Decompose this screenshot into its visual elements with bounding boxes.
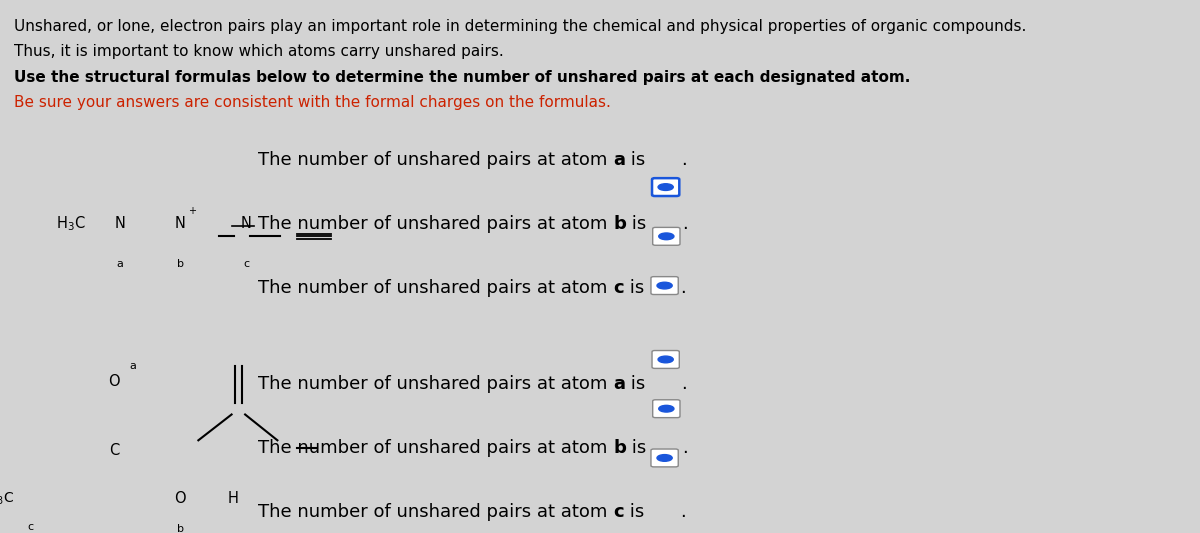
Text: Unshared, or lone, electron pairs play an important role in determining the chem: Unshared, or lone, electron pairs play a…: [14, 19, 1027, 34]
FancyBboxPatch shape: [650, 277, 678, 295]
Circle shape: [659, 233, 674, 240]
Text: The number of unshared pairs at atom: The number of unshared pairs at atom: [258, 279, 613, 297]
Text: .: .: [682, 151, 688, 169]
Text: c: c: [242, 259, 250, 269]
Text: c: c: [613, 279, 624, 297]
FancyBboxPatch shape: [653, 400, 680, 418]
Text: .: .: [683, 215, 688, 233]
Text: The number of unshared pairs at atom: The number of unshared pairs at atom: [258, 503, 613, 521]
Text: .: .: [683, 439, 688, 457]
Text: b: b: [613, 439, 626, 457]
Text: a: a: [116, 259, 124, 269]
FancyBboxPatch shape: [650, 449, 678, 467]
Text: Be sure your answers are consistent with the formal charges on the formulas.: Be sure your answers are consistent with…: [14, 95, 611, 110]
FancyBboxPatch shape: [652, 351, 679, 368]
Circle shape: [658, 184, 673, 190]
Text: +: +: [188, 206, 196, 215]
Text: .: .: [680, 279, 685, 297]
Text: a: a: [613, 151, 625, 169]
Text: .: .: [680, 503, 685, 521]
Text: H$_3$C: H$_3$C: [0, 490, 14, 506]
Text: is: is: [626, 439, 647, 457]
Text: N: N: [240, 216, 252, 231]
Text: a: a: [613, 375, 625, 393]
Text: .: .: [682, 375, 688, 393]
Text: c: c: [613, 503, 624, 521]
Circle shape: [658, 356, 673, 363]
Text: is: is: [624, 503, 644, 521]
Circle shape: [658, 455, 672, 461]
Text: c: c: [26, 522, 34, 532]
Circle shape: [658, 282, 672, 289]
Text: The number of unshared pairs at atom: The number of unshared pairs at atom: [258, 439, 613, 457]
Text: H: H: [228, 491, 239, 506]
Text: O: O: [174, 491, 186, 506]
Text: Thus, it is important to know which atoms carry unshared pairs.: Thus, it is important to know which atom…: [14, 44, 504, 59]
Text: The number of unshared pairs at atom: The number of unshared pairs at atom: [258, 215, 613, 233]
Text: Use the structural formulas below to determine the number of unshared pairs at e: Use the structural formulas below to det…: [14, 70, 911, 85]
Text: b: b: [613, 215, 626, 233]
Text: O: O: [108, 374, 120, 389]
Text: The number of unshared pairs at atom: The number of unshared pairs at atom: [258, 151, 613, 169]
Text: C: C: [109, 443, 119, 458]
FancyBboxPatch shape: [653, 228, 680, 245]
Text: b: b: [176, 524, 184, 533]
Text: N: N: [114, 216, 126, 231]
Text: is: is: [624, 279, 644, 297]
FancyBboxPatch shape: [652, 178, 679, 196]
Text: is: is: [625, 151, 646, 169]
Text: is: is: [625, 375, 646, 393]
Text: b: b: [176, 259, 184, 269]
Text: N: N: [174, 216, 186, 231]
Text: H$_3$C: H$_3$C: [56, 214, 86, 233]
Text: a: a: [130, 361, 137, 370]
Text: is: is: [626, 215, 647, 233]
Text: The number of unshared pairs at atom: The number of unshared pairs at atom: [258, 375, 613, 393]
Circle shape: [659, 406, 674, 412]
